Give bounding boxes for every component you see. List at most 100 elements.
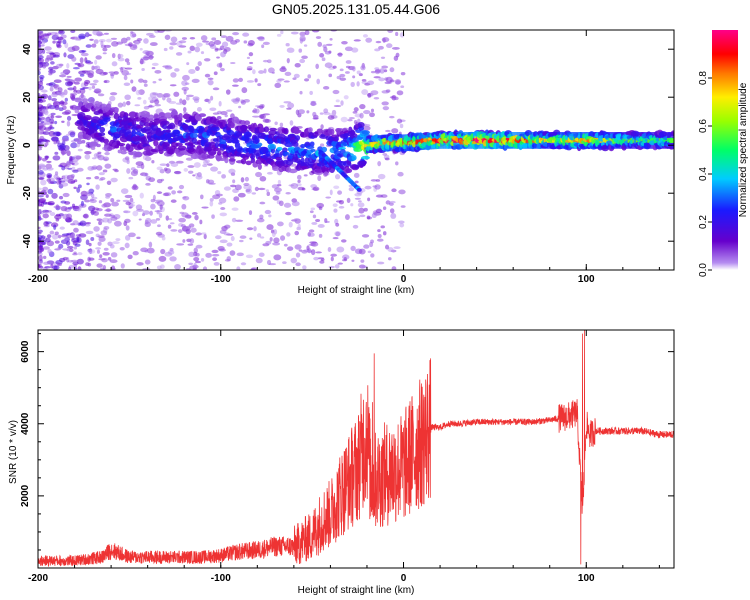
- heatmap-cell: [290, 257, 297, 264]
- heatmap-cell: [46, 175, 51, 179]
- heatmap-cell: [333, 185, 340, 190]
- heatmap-cell: [269, 237, 273, 242]
- heatmap-cell: [344, 46, 353, 52]
- heatmap-cell: [307, 127, 313, 133]
- heatmap-cell: [319, 112, 324, 115]
- heatmap-cell: [162, 192, 170, 197]
- heatmap-cell: [208, 182, 216, 185]
- heatmap-cell: [207, 163, 213, 166]
- heatmap-cell: [66, 120, 71, 127]
- heatmap-cell: [55, 41, 61, 48]
- heatmap-cell: [373, 76, 381, 79]
- heatmap-cell: [66, 150, 71, 157]
- heatmap-cell: [343, 257, 347, 261]
- heatmap-cell: [60, 182, 69, 187]
- heatmap-cell: [301, 55, 308, 59]
- heatmap-cell: [218, 197, 227, 204]
- heatmap-cell: [131, 86, 137, 92]
- heatmap-cell: [53, 174, 59, 180]
- heatmap-cell: [299, 38, 303, 44]
- heatmap-cell: [184, 82, 190, 85]
- heatmap-cell: [104, 213, 112, 217]
- heatmap-cell: [389, 208, 395, 214]
- heatmap-cell: [57, 246, 62, 249]
- heatmap-cell: [186, 214, 192, 219]
- heatmap-cell: [154, 69, 162, 74]
- heatmap-cell: [192, 96, 200, 101]
- heatmap-cell: [66, 81, 74, 86]
- heatmap-cell: [283, 202, 292, 208]
- heatmap-cell: [291, 201, 300, 207]
- heatmap-cell: [182, 99, 187, 106]
- heatmap-cell: [191, 78, 200, 84]
- heatmap-cell: [225, 89, 231, 95]
- heatmap-cell: [243, 184, 250, 190]
- heatmap-cell: [246, 227, 254, 231]
- heatmap-cell: [211, 249, 219, 254]
- heatmap-cell: [284, 71, 292, 77]
- heatmap-cell: [124, 58, 130, 63]
- spectrogram-x-label: Height of straight line (km): [298, 285, 415, 296]
- heatmap-cell: [384, 77, 389, 81]
- heatmap-cell: [377, 261, 385, 265]
- heatmap-cell: [125, 201, 131, 206]
- heatmap-cell: [38, 199, 41, 205]
- heatmap-cell: [150, 219, 158, 224]
- heatmap-cell: [86, 182, 90, 186]
- heatmap-cell: [289, 120, 294, 126]
- heatmap-cell: [279, 122, 284, 128]
- snr-panel: -200 -100 0 100 2000 4000 6000 Height of stra…: [8, 329, 675, 596]
- heatmap-cell: [102, 251, 110, 256]
- heatmap-cell: [370, 108, 375, 113]
- heatmap-cell: [38, 126, 42, 130]
- heatmap-cell: [207, 79, 214, 86]
- heatmap-cell: [241, 87, 248, 94]
- heatmap-cell: [38, 163, 46, 170]
- heatmap-cell: [231, 84, 239, 87]
- heatmap-cell: [296, 174, 302, 180]
- heatmap-cell: [225, 35, 234, 42]
- heatmap-cell: [256, 36, 265, 40]
- heatmap-cell: [97, 151, 102, 155]
- heatmap-cell: [245, 160, 252, 166]
- heatmap-cell: [347, 119, 353, 122]
- heatmap-cell: [379, 68, 385, 74]
- heatmap-cell: [345, 65, 351, 69]
- heatmap-cell: [93, 39, 99, 44]
- heatmap-cell: [294, 135, 301, 141]
- heatmap-cell: [76, 236, 80, 243]
- heatmap-cell: [351, 259, 355, 262]
- heatmap-cell: [200, 194, 204, 200]
- heatmap-cell: [96, 263, 103, 268]
- heatmap-cell: [380, 225, 385, 229]
- heatmap-cell: [109, 259, 118, 263]
- heatmap-cell: [197, 61, 202, 67]
- heatmap-cell: [361, 265, 368, 269]
- heatmap-cell: [370, 253, 375, 258]
- heatmap-cell: [91, 85, 96, 89]
- heatmap-cell: [189, 37, 196, 40]
- heatmap-cell: [176, 243, 185, 246]
- heatmap-cell: [76, 187, 81, 193]
- heatmap-cell: [188, 170, 194, 174]
- heatmap-cell: [391, 266, 397, 270]
- heatmap-cell: [167, 186, 173, 190]
- heatmap-cell: [395, 80, 401, 85]
- heatmap-cell: [282, 147, 288, 153]
- heatmap-cell: [78, 101, 83, 108]
- heatmap-cell: [99, 254, 103, 259]
- heatmap-cell: [127, 254, 133, 260]
- heatmap-cell: [248, 52, 254, 57]
- heatmap-cell: [214, 141, 219, 148]
- heatmap-cell: [159, 169, 165, 174]
- heatmap-cell: [263, 126, 270, 133]
- heatmap-cell: [40, 105, 44, 110]
- heatmap-cell: [235, 219, 244, 222]
- heatmap-cell: [178, 217, 186, 223]
- heatmap-cell: [111, 201, 119, 207]
- heatmap-cell: [38, 98, 42, 103]
- heatmap-cell: [72, 169, 79, 173]
- heatmap-cell: [243, 40, 248, 44]
- heatmap-cell: [181, 86, 189, 91]
- heatmap-cell: [324, 62, 333, 68]
